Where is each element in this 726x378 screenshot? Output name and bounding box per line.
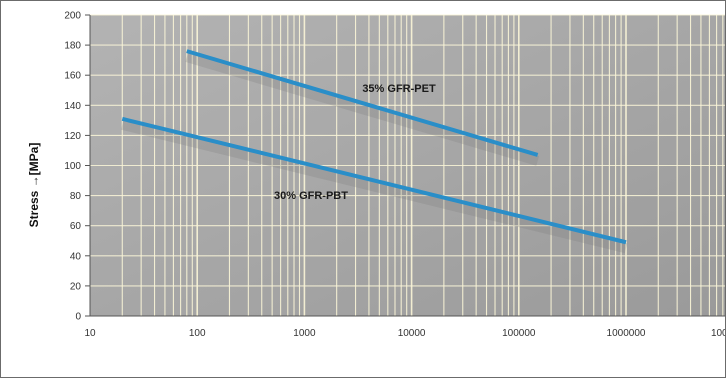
x-tick-label: 1000 <box>293 328 316 339</box>
y-axis-label: Stress →[MPa] <box>27 143 41 228</box>
x-tick-label: 100 <box>189 328 206 339</box>
y-tick-label: 0 <box>75 312 81 323</box>
series-label: 35% GFR-PET <box>362 83 436 95</box>
series-shadow <box>121 119 628 254</box>
series-line <box>186 49 539 157</box>
tick-labels: 0 20 40 60 80 100 120 140 160 180 200 10 100 1000 1000… <box>64 11 725 340</box>
x-tick-label: 1000000 <box>607 328 646 339</box>
y-tick-label: 80 <box>70 191 82 202</box>
y-tick-label: 120 <box>64 131 81 142</box>
series-line <box>121 116 627 245</box>
y-tick-label: 60 <box>70 221 82 232</box>
series-label: 30% GFR-PBT <box>274 190 348 202</box>
x-tick-label: 10000 <box>398 328 426 339</box>
y-tick-label: 40 <box>70 251 82 262</box>
x-tick-label: 10 <box>84 328 96 339</box>
y-tick-label: 20 <box>70 281 82 292</box>
series-labels: 35% GFR-PET 30% GFR-PBT <box>274 83 436 202</box>
series-lines <box>121 49 628 254</box>
x-tick-label: 100000 <box>502 328 536 339</box>
y-tick-label: 140 <box>64 101 81 112</box>
series-shadow <box>185 52 540 166</box>
y-tick-label: 100 <box>64 161 81 172</box>
y-tick-label: 180 <box>64 41 81 52</box>
x-tick-label: 10000000 <box>711 328 725 339</box>
y-tick-label: 200 <box>64 11 81 22</box>
y-tick-label: 160 <box>64 71 81 82</box>
